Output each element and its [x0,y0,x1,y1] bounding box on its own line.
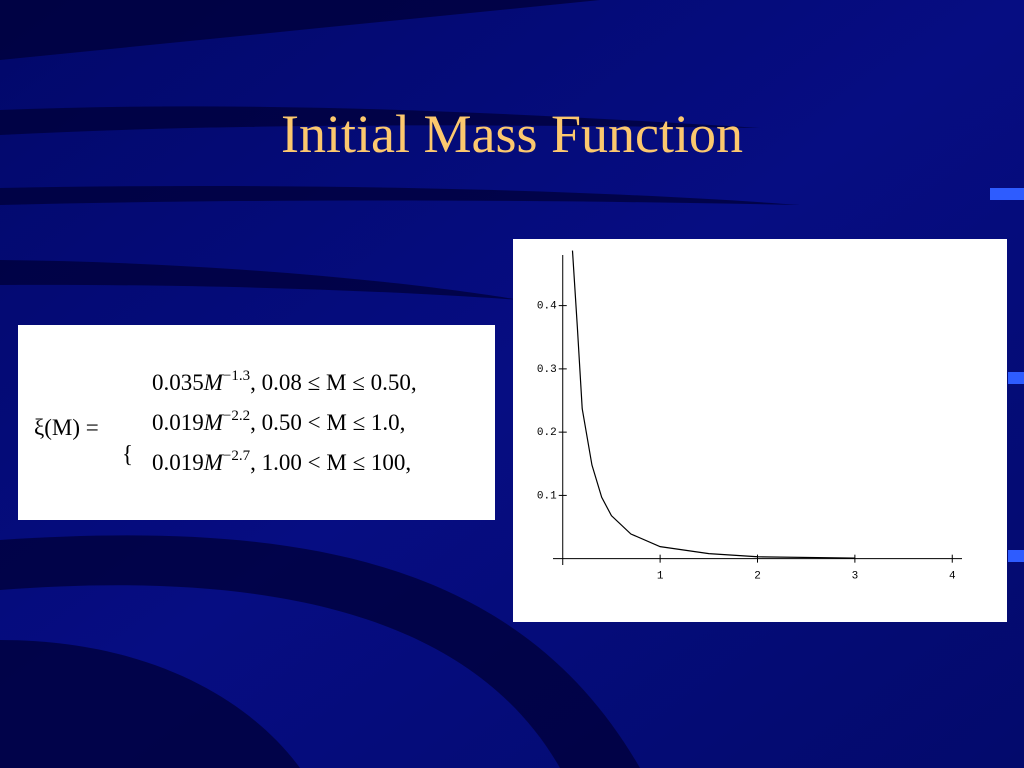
condition: , 1.00 < M ≤ 100, [250,450,411,475]
variable: M [203,410,225,435]
data-line [571,250,855,559]
chart-panel [513,239,1007,622]
chart: 1 2 3 4 0.1 0.2 0.3 0.4 [537,250,962,583]
exponent: −2.2 [223,408,250,424]
x-tick-label: 2 [754,571,761,583]
y-tick-label: 0.4 [537,301,557,313]
condition: , 0.50 < M ≤ 1.0, [250,410,405,435]
variable: M [203,370,225,395]
coefficient: 0.035 [152,370,204,395]
brace: { [122,442,133,469]
edge-accents [990,188,1024,562]
coefficient: 0.019 [152,410,204,435]
condition: , 0.08 ≤ M ≤ 0.50, [250,370,416,395]
x-tick-label: 1 [657,571,664,583]
equation-lhs: ξ(M) = [34,415,99,440]
equation: ξ(M) = { 0.035M−1.3, 0.08 ≤ M ≤ 0.50,0.0… [34,368,417,475]
x-tick-label: 4 [949,571,956,583]
exponent: −2.7 [223,448,251,464]
y-tick-label: 0.3 [537,364,557,376]
equation-row: 0.035M−1.3, 0.08 ≤ M ≤ 0.50, [152,368,417,395]
y-tick-label: 0.1 [537,490,557,502]
background-swooshes [0,0,800,768]
variable: M [203,450,225,475]
x-tick-label: 3 [852,571,859,583]
exponent: −1.3 [223,368,250,384]
coefficient: 0.019 [152,450,204,475]
equation-row: 0.019M−2.7, 1.00 < M ≤ 100, [152,448,411,475]
y-tick-label: 0.2 [537,427,557,439]
equation-row: 0.019M−2.2, 0.50 < M ≤ 1.0, [152,408,405,435]
slide-title: Initial Mass Function [281,104,743,164]
equation-panel [18,325,495,520]
